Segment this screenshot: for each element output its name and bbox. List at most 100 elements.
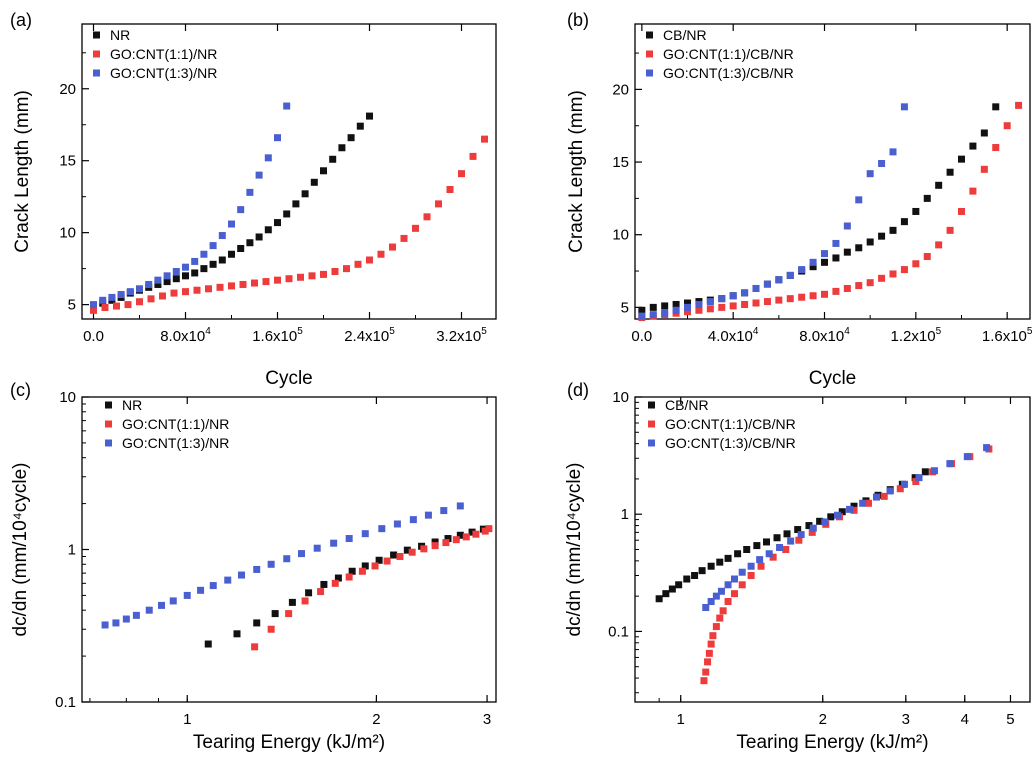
data-point-blue: [253, 565, 261, 573]
data-point-red: [969, 187, 977, 195]
data-point-blue: [246, 188, 254, 196]
x-tick-label: 0.0: [631, 328, 652, 345]
data-point-blue: [724, 581, 732, 589]
data-point-blue: [172, 268, 180, 276]
y-axis-title: dc/dn (mm/10⁴cycle): [564, 463, 585, 637]
data-point-red: [446, 185, 454, 193]
data-point-black: [253, 619, 261, 627]
data-point-blue: [834, 511, 842, 519]
data-point-red: [239, 280, 247, 288]
data-point-red: [345, 573, 353, 581]
data-point-red: [980, 165, 988, 173]
data-point-blue: [101, 621, 109, 629]
data-point-black: [320, 167, 327, 175]
data-point-blue: [169, 597, 177, 605]
x-axis-title: Cycle: [265, 368, 313, 389]
data-point-blue: [274, 134, 281, 142]
data-point-black: [743, 546, 751, 553]
data-point-blue: [330, 539, 338, 547]
data-point-red: [358, 567, 366, 575]
data-point-red: [709, 632, 717, 640]
data-point-red: [729, 302, 737, 310]
x-tick-label: 0.0: [83, 328, 104, 345]
data-point-black: [724, 554, 732, 562]
panel-label: (a): [10, 10, 32, 30]
data-point-black: [783, 530, 791, 538]
data-point-black: [935, 181, 943, 189]
data-point-red: [706, 305, 714, 313]
data-point-black: [923, 194, 931, 202]
data-point-red: [317, 588, 325, 596]
x-tick-label: 1.6x105: [252, 326, 303, 345]
data-point-red: [912, 260, 920, 268]
y-tick-label: 15: [59, 153, 76, 170]
data-point-blue: [200, 250, 208, 258]
data-point-black: [821, 258, 829, 266]
data-point-black: [283, 210, 291, 218]
data-point-black: [246, 239, 254, 247]
y-tick-label: 10: [612, 389, 629, 406]
data-point-black: [444, 535, 452, 543]
data-point-red: [763, 298, 771, 306]
legend-label: GO:CNT(1:1)/NR: [122, 416, 229, 432]
legend-marker-blue: [646, 69, 653, 77]
data-point-black: [921, 468, 929, 476]
data-point-red: [946, 226, 954, 234]
data-point-blue: [224, 576, 232, 584]
data-point-red: [472, 530, 480, 538]
data-point-black: [638, 306, 646, 314]
data-point-red: [366, 256, 373, 264]
data-point-red: [747, 572, 755, 580]
data-point-red: [481, 527, 489, 535]
data-point-red: [832, 287, 840, 295]
data-point-red: [396, 552, 404, 560]
x-tick-label: 2.4x105: [344, 326, 395, 345]
data-point-blue: [741, 289, 749, 297]
data-point-blue: [283, 102, 291, 110]
y-tick-label: 20: [59, 81, 76, 98]
data-point-blue: [886, 487, 894, 495]
data-point-blue: [832, 239, 840, 247]
data-point-blue: [738, 568, 746, 576]
data-point-black: [912, 207, 920, 215]
data-point-blue: [136, 285, 143, 293]
data-point-red: [878, 274, 886, 282]
data-point-red: [795, 536, 803, 544]
data-point-black: [163, 278, 171, 286]
data-point-red: [420, 545, 428, 553]
data-point-red: [481, 135, 488, 143]
data-point-black: [889, 226, 897, 234]
data-point-blue: [197, 586, 205, 594]
data-point-blue: [930, 467, 938, 475]
data-point-blue: [298, 550, 306, 558]
data-point-red: [752, 299, 760, 307]
data-point-red: [285, 275, 293, 283]
data-point-black: [361, 562, 369, 570]
data-point-red: [423, 213, 431, 221]
data-point-blue: [117, 291, 125, 299]
x-tick-label: 1: [183, 711, 191, 728]
data-point-black: [878, 232, 886, 240]
data-point-blue: [707, 598, 715, 606]
data-point-blue: [209, 242, 217, 250]
data-point-red: [724, 598, 732, 606]
panel-label: (d): [567, 380, 589, 400]
x-tick-label: 2: [372, 711, 380, 728]
y-tick-label: 10: [59, 389, 76, 406]
data-point-black: [329, 155, 337, 163]
legend-label: CB/NR: [665, 397, 709, 413]
data-point-black: [649, 303, 657, 311]
data-point-black: [763, 538, 771, 546]
data-point-blue: [264, 154, 272, 162]
data-point-blue: [797, 531, 805, 539]
data-point-black: [675, 581, 683, 589]
legend-marker-black: [646, 31, 653, 39]
data-point-blue: [378, 525, 386, 533]
data-point-black: [734, 550, 742, 558]
data-point-blue: [638, 312, 646, 320]
data-point-blue: [108, 293, 116, 301]
data-point-black: [403, 546, 411, 554]
data-point-black: [191, 269, 199, 277]
data-point-black: [348, 567, 356, 575]
data-point-black: [292, 200, 300, 208]
